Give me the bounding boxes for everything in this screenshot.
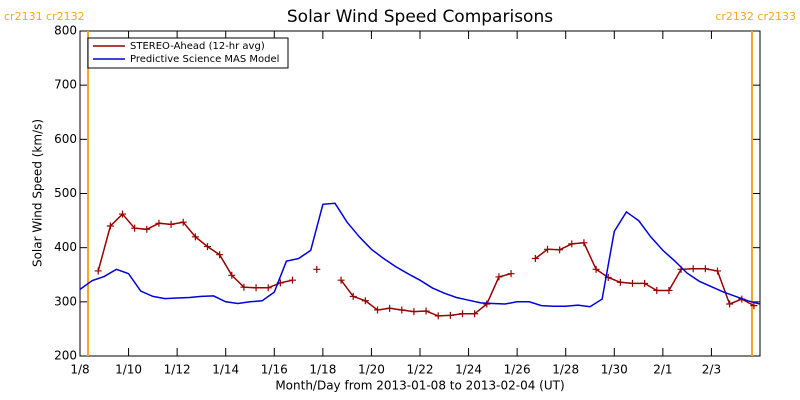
data-point — [313, 265, 321, 273]
data-point — [94, 267, 102, 275]
x-tick-label: 2/3 — [702, 363, 721, 377]
x-tick-label: 1/30 — [601, 363, 628, 377]
y-tick-label: 800 — [54, 24, 77, 38]
data-point — [568, 240, 576, 248]
legend-box — [87, 37, 289, 69]
data-point — [240, 283, 248, 291]
data-point — [459, 310, 466, 318]
data-point — [446, 311, 454, 319]
series-line — [79, 202, 761, 308]
data-point — [422, 307, 430, 315]
data-point — [374, 306, 381, 314]
x-tick-label: 1/8 — [70, 363, 89, 377]
data-point — [143, 225, 151, 233]
x-tick-label: 1/22 — [407, 363, 434, 377]
data-point — [398, 306, 406, 314]
data-point — [714, 267, 721, 275]
x-axis-label: Month/Day from 2013-01-08 to 2013-02-04 … — [275, 379, 564, 393]
x-tick-label: 1/10 — [115, 363, 142, 377]
data-point — [665, 286, 673, 294]
data-point — [629, 279, 636, 287]
x-tick-label: 1/28 — [552, 363, 579, 377]
data-point — [264, 284, 272, 292]
chart-title: Solar Wind Speed Comparisons — [287, 7, 553, 27]
x-tick-label: 1/18 — [309, 363, 336, 377]
data-point — [689, 265, 697, 273]
data-point — [410, 308, 418, 316]
data-point — [179, 218, 187, 226]
data-point — [228, 271, 236, 279]
data-point — [216, 251, 224, 259]
data-point — [361, 297, 369, 305]
data-point — [204, 243, 211, 251]
y-tick-label: 700 — [54, 78, 77, 92]
x-tick-label: 1/14 — [212, 363, 239, 377]
y-tick-label: 500 — [54, 186, 77, 200]
data-point — [616, 278, 624, 286]
data-point — [750, 302, 758, 310]
data-point — [349, 292, 357, 300]
data-point — [167, 220, 175, 228]
y-tick-label: 300 — [54, 294, 77, 308]
x-tick-label: 1/12 — [164, 363, 191, 377]
rotation-label: cr2131 cr2132 — [4, 10, 85, 23]
data-point — [106, 222, 114, 230]
legend: STEREO-Ahead (12-hr avg) Predictive Scien… — [87, 37, 289, 69]
x-tick-label: 1/16 — [261, 363, 288, 377]
data-point — [131, 224, 139, 232]
x-tick-label: 1/26 — [504, 363, 531, 377]
x-tick-label: 1/24 — [455, 363, 482, 377]
legend-label: STEREO-Ahead (12-hr avg) — [130, 41, 265, 52]
data-point — [119, 210, 126, 218]
y-tick-label: 600 — [54, 132, 77, 146]
data-point — [592, 265, 600, 273]
data-point — [531, 255, 539, 262]
data-point — [726, 300, 734, 308]
x-tick-label: 1/20 — [358, 363, 385, 377]
data-point — [434, 312, 442, 320]
data-point — [556, 246, 564, 254]
x-tick-label: 2/1 — [653, 363, 672, 377]
data-point — [544, 245, 551, 253]
rotation-label: cr2132 cr2133 — [715, 10, 796, 23]
data-point — [471, 310, 479, 318]
y-tick-label: 400 — [54, 240, 77, 254]
y-axis-label: Solar Wind Speed (km/s) — [31, 119, 45, 267]
data-point — [580, 239, 588, 247]
data-point — [289, 276, 296, 284]
data-point — [252, 284, 260, 292]
data-point — [701, 265, 709, 273]
data-point — [155, 219, 163, 227]
data-point — [337, 276, 345, 284]
data-point — [191, 233, 199, 241]
y-tick-label: 200 — [54, 349, 77, 363]
data-point — [641, 279, 649, 287]
data-point — [507, 270, 515, 278]
data-point — [653, 286, 661, 294]
data-point — [386, 304, 394, 312]
data-point — [495, 273, 503, 281]
legend-label: Predictive Science MAS Model — [130, 54, 279, 65]
